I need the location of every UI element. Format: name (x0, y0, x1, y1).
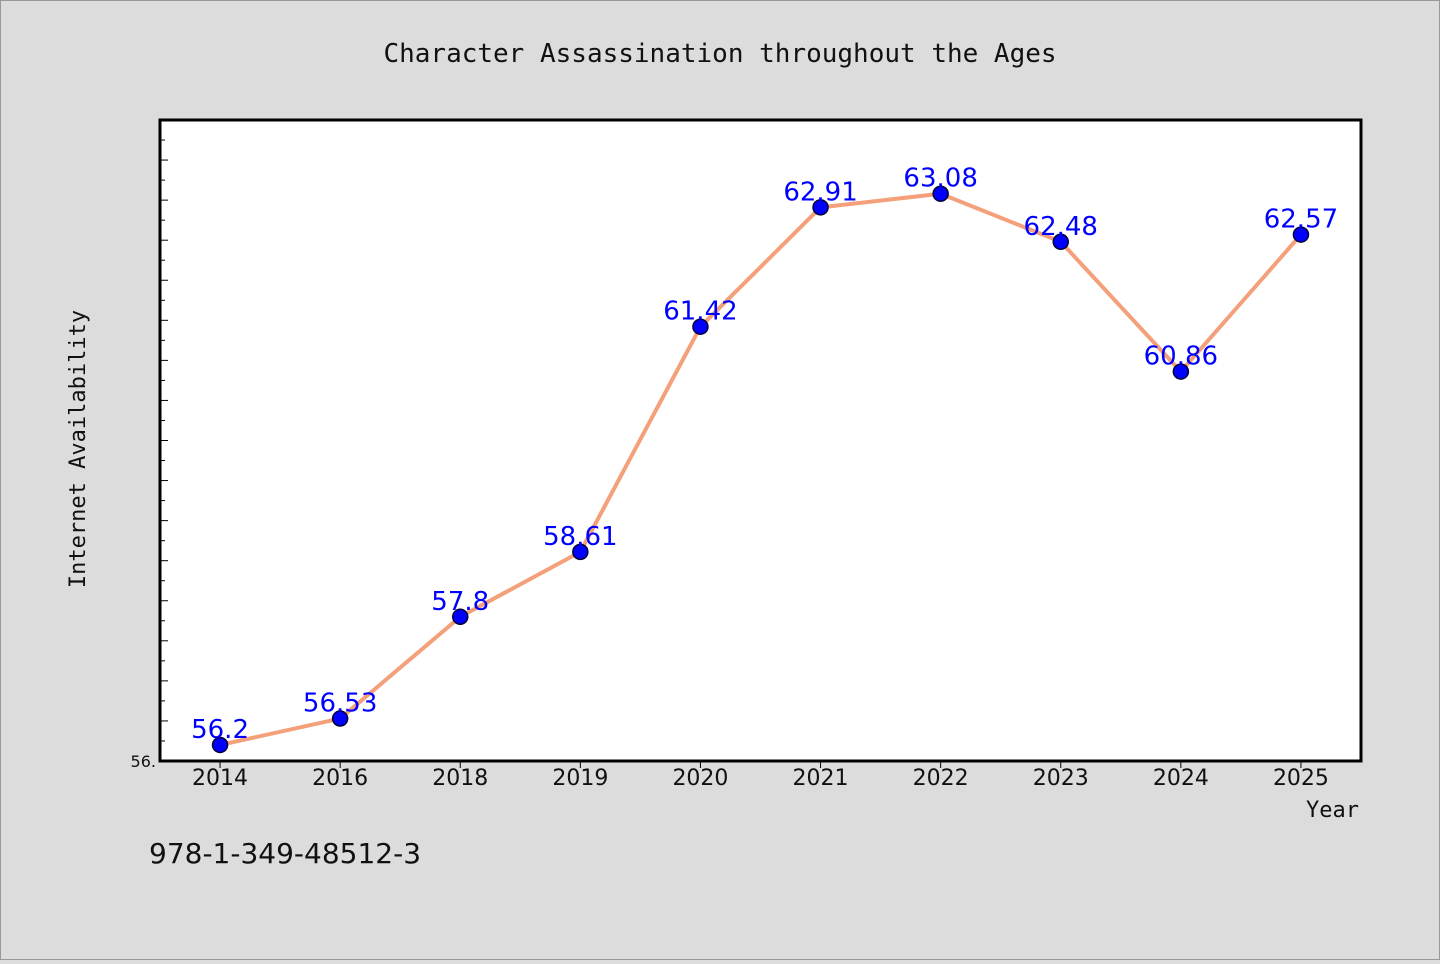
data-point (1172, 363, 1190, 380)
data-point (692, 318, 709, 335)
x-tick-label: 2024 (1153, 766, 1209, 791)
x-tick-label: 2016 (312, 766, 368, 791)
data-label: 58.61 (543, 522, 617, 552)
x-tick-label: 2020 (672, 766, 728, 791)
data-point (812, 199, 829, 216)
x-tick-label: 2018 (432, 766, 488, 791)
series-line (218, 191, 1303, 747)
data-label: 62.48 (1024, 212, 1098, 242)
data-point (1292, 226, 1310, 243)
x-tick-label: 2019 (552, 766, 608, 791)
isbn-text: 978-1-349-48512-3 (149, 837, 421, 870)
x-tick-label: 2014 (192, 766, 248, 791)
plot-area (160, 120, 1361, 761)
data-label: 63.08 (903, 164, 977, 194)
data-label: 60.86 (1144, 342, 1218, 372)
x-tick-label: 2023 (1033, 766, 1089, 791)
data-label: 56.53 (303, 689, 377, 719)
x-tick-label: 2021 (793, 766, 849, 791)
x-axis-ticks: 2014 2016 2018 2019 2020 2021 2022 2023 2024 2025 (192, 761, 1329, 791)
data-point (331, 710, 349, 727)
series-layer (211, 185, 1310, 754)
data-point (1052, 233, 1069, 251)
data-label: 57.8 (431, 587, 489, 617)
y-tick-label: 56. (131, 752, 156, 771)
x-axis-label: Year (1306, 798, 1359, 823)
data-label: 61.42 (663, 297, 737, 327)
data-point (211, 736, 229, 754)
plot-frame (158, 118, 1363, 763)
x-tick-label: 2022 (913, 766, 969, 791)
data-label: 62.57 (1264, 205, 1338, 235)
data-point (452, 608, 469, 626)
data-point (932, 185, 949, 202)
data-label: 62.91 (783, 177, 857, 207)
x-tick-label: 2025 (1273, 766, 1329, 791)
chart-title: Character Assassination throughout the A… (383, 39, 1056, 69)
data-labels-layer: 56.2 56.53 57.8 58.61 61.42 62.91 63.08 62.48 60… (191, 164, 1338, 745)
data-label: 56.2 (191, 715, 249, 745)
y-axis-label: Internet Availability (66, 310, 91, 588)
data-point (572, 543, 589, 561)
